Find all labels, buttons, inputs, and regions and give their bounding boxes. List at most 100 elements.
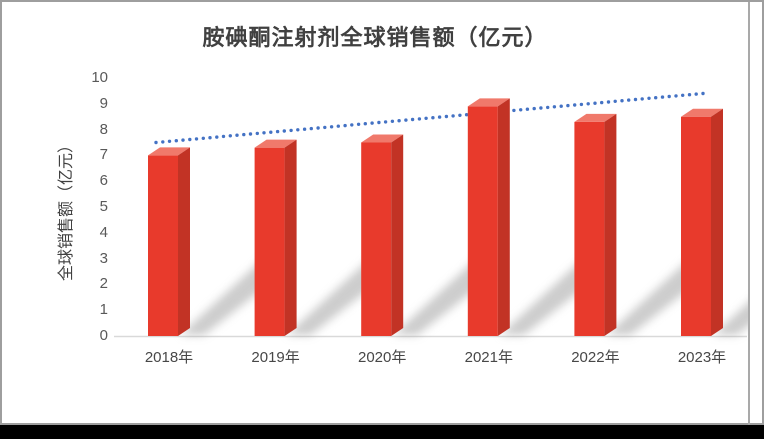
bar-front-face (254, 147, 285, 336)
trendline-dot (681, 93, 685, 98)
bar-shadow (606, 256, 709, 335)
trendline-dot (546, 105, 550, 110)
trendline-dot (343, 123, 347, 128)
trendline-dot (512, 108, 516, 113)
x-tick-label-2018年: 2018年 (144, 349, 194, 366)
bar-front-face (361, 142, 392, 336)
trendline-dot (593, 101, 597, 105)
trendline-dot (417, 117, 422, 121)
trendline-dot (154, 140, 158, 145)
bar-top-face (574, 113, 617, 122)
x-tick-label-2021年: 2021年 (464, 349, 513, 366)
bar-top-face (361, 134, 404, 143)
trendline-dot (458, 113, 462, 118)
trendline-dot (613, 99, 617, 104)
trendline-dot (363, 122, 367, 126)
y-tick-label-4: 4 (99, 223, 108, 241)
bar-2023年 (681, 108, 723, 336)
trendline-dot (201, 136, 205, 140)
trendline-dot (289, 128, 293, 133)
trendline-dot (296, 128, 300, 132)
trendline-dot (309, 126, 313, 131)
trendline-dot (674, 94, 678, 98)
bottom-black-strip (0, 425, 764, 439)
trendline-dot (559, 104, 563, 108)
trendline-dot (316, 126, 320, 130)
trendline-dot (654, 96, 658, 100)
trendline-dot (505, 109, 509, 113)
trendline-dot (329, 125, 334, 129)
bar-top-face (254, 139, 297, 148)
trendline-dot (410, 117, 415, 122)
y-tick-label-6: 6 (99, 172, 108, 190)
trendline-dot (600, 100, 604, 105)
trendline-dot (566, 103, 570, 108)
trendline-dot (633, 97, 638, 102)
trendline-dot (248, 132, 253, 136)
trendline-dot (620, 99, 624, 103)
trendline-dot (390, 119, 395, 124)
trendline-dot (377, 120, 381, 125)
trendline-dot (221, 134, 226, 139)
trendline-dot (188, 137, 192, 142)
bar-front-face (467, 106, 498, 336)
trendline-dot (485, 111, 489, 115)
bar-front-face (148, 155, 178, 336)
trendline-dot (215, 135, 219, 139)
bar-shadow (180, 256, 282, 335)
trendline-dot (579, 102, 584, 107)
trendline-dot (525, 107, 530, 111)
trendline-dot (647, 96, 651, 101)
chart-title: 胺碘酮注射剂全球销售额（亿元） (202, 25, 548, 50)
trendline-dot (532, 106, 536, 111)
trendline-dot (350, 123, 354, 127)
y-axis-tick-labels: 0 1 2 3 4 5 6 7 8 9 10 (68, 2, 108, 426)
trendline-dot (552, 105, 557, 109)
trendline-dot (640, 97, 644, 101)
trendline-dot (181, 138, 185, 142)
chart-frame-right-border (748, 2, 750, 425)
bar-2021年 (467, 98, 510, 336)
y-tick-label-5: 5 (99, 198, 108, 215)
bar-shadow (286, 256, 389, 335)
trendline-dot (208, 136, 212, 140)
trendline-dot (586, 102, 590, 106)
trendline-dot (336, 124, 340, 128)
trendline-dot (275, 129, 280, 134)
bar-2019年 (254, 139, 297, 336)
trendline-dot (694, 92, 698, 96)
bar-front-face (574, 121, 605, 336)
trendline-dot (431, 116, 435, 120)
trendline-dot (302, 127, 307, 131)
trendline-dot (573, 103, 577, 107)
trendline-dot (519, 108, 523, 112)
trendline-dot (539, 106, 543, 110)
trendline-dot (228, 134, 232, 138)
y-tick-label-1: 1 (99, 301, 108, 319)
bar-side-face (497, 98, 510, 336)
bar-side-face (391, 134, 404, 336)
bar-shadow (499, 256, 602, 335)
trendline-dot (404, 118, 408, 122)
trendline-dot (262, 131, 266, 135)
trendline-dot (660, 95, 665, 99)
trendline-dot (687, 93, 692, 97)
x-tick-label-2023年: 2023年 (677, 349, 727, 366)
trendline-dot (383, 120, 388, 124)
trendline-dot (701, 91, 705, 96)
trendline-dot (397, 119, 401, 123)
bar-2022年 (574, 113, 617, 336)
bar-side-face (178, 147, 190, 336)
trendline-dot (161, 140, 165, 144)
trendline-dot (174, 139, 178, 143)
trendline-dot (282, 129, 286, 133)
bar-top-face (681, 108, 723, 117)
x-axis-labels: 2018年 2019年 2020年 2021年 2022年 2023年 (2, 346, 748, 368)
chart-panel: 胺碘酮注射剂全球销售额（亿元） 全球销售额（亿元） 0 1 2 3 4 5 6 7 8 9 10 2… (0, 0, 764, 425)
trendline-dot (478, 111, 482, 116)
trendline-dot (451, 114, 455, 118)
bar-side-face (284, 139, 297, 336)
trendline-dot (606, 100, 611, 104)
bar-side-face (604, 113, 617, 336)
bar-top-face (467, 98, 510, 107)
